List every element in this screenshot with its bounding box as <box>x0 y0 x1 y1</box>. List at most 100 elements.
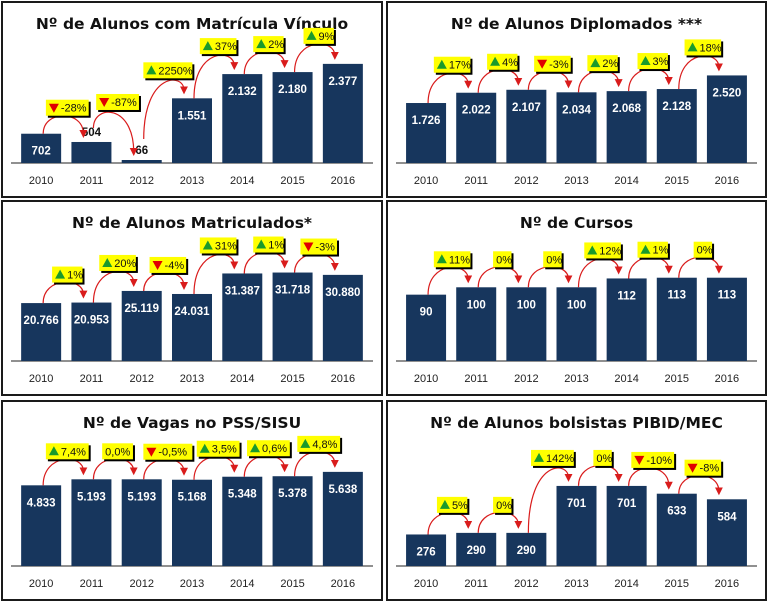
change-arrow <box>477 68 523 93</box>
change-arrow <box>527 70 573 90</box>
change-label: 4,8% <box>312 439 337 451</box>
triangle-up-icon <box>436 254 447 264</box>
change-arrow <box>143 79 188 140</box>
bar-2014 <box>606 91 647 163</box>
bar-2015 <box>272 72 313 163</box>
change-label: 7,4% <box>61 446 86 458</box>
change-arrow <box>477 511 523 533</box>
bar-2012 <box>121 160 162 163</box>
bar-value-label: 2.022 <box>462 105 491 117</box>
change-badge: -0,5% <box>143 443 195 462</box>
bar-value-label: 2.068 <box>612 103 641 115</box>
bar-2011 <box>71 141 112 163</box>
change-label: 2% <box>268 39 284 51</box>
bar-2013 <box>556 287 597 361</box>
chart-panel-pibid: Nº de Alunos bolsistas PIBID/MEC 276 2010 2… <box>386 400 767 601</box>
change-badge: 3% <box>637 53 670 72</box>
chart-svg: Nº de Vagas no PSS/SISU 4.833 2010 5.193 201… <box>11 414 373 590</box>
bar-2013 <box>172 98 212 163</box>
change-label: -8% <box>700 463 720 475</box>
bar-2010 <box>21 303 62 361</box>
chart-title: Nº de Alunos Matriculados* <box>72 214 312 232</box>
change-badge: 37% <box>199 38 239 57</box>
triangle-down-icon <box>537 59 548 69</box>
change-label: 0% <box>697 245 713 257</box>
x-tick-label: 2012 <box>514 578 538 590</box>
chart-title: Nº de Alunos com Matrícula Vínculo <box>36 15 348 33</box>
x-tick-label: 2010 <box>414 578 438 590</box>
chart-svg: Nº de Cursos 90 2010 100 2011 100 2012 100 2013 1… <box>396 214 757 385</box>
bar-2012 <box>506 89 547 163</box>
change-label: 0,0% <box>105 446 130 458</box>
change-badge: 1% <box>637 241 670 260</box>
bar-2014 <box>606 485 647 566</box>
bar-value-label: 31.718 <box>275 285 311 297</box>
change-badge: 3,5% <box>196 440 242 459</box>
bar-value-label: 702 <box>32 146 51 158</box>
change-badge: 7,4% <box>45 443 91 462</box>
triangle-up-icon <box>590 58 601 68</box>
change-arrow <box>243 251 289 274</box>
triangle-up-icon <box>490 56 501 66</box>
change-badge: -87% <box>96 93 141 112</box>
x-tick-label: 2013 <box>564 373 588 385</box>
bar-2014 <box>222 476 263 566</box>
bar-value-label: 2.128 <box>662 101 691 113</box>
x-tick-label: 2011 <box>80 578 104 590</box>
x-tick-label: 2012 <box>129 578 153 590</box>
change-label: 142% <box>546 453 574 465</box>
bar-2016 <box>322 274 363 361</box>
x-tick-label: 2015 <box>665 373 689 385</box>
change-label: 5% <box>452 500 468 512</box>
change-badge: 11% <box>433 251 473 270</box>
bar-2013 <box>172 479 212 566</box>
bar-value-label: 633 <box>667 506 686 518</box>
change-arrow <box>143 458 188 480</box>
change-label: -10% <box>646 455 672 467</box>
change-label: 11% <box>449 254 470 266</box>
bar-value-label: 5.638 <box>328 484 357 496</box>
triangle-up-icon <box>102 257 113 267</box>
change-label: 0% <box>546 254 562 266</box>
bar-value-label: 584 <box>717 511 737 523</box>
bar-value-label: 112 <box>617 290 636 302</box>
change-arrow <box>42 115 88 138</box>
bar-value-label: 90 <box>420 307 433 319</box>
bar-2011 <box>456 92 497 163</box>
triangle-up-icon <box>202 240 213 250</box>
change-label: 20% <box>114 258 136 270</box>
x-tick-label: 2013 <box>564 175 588 187</box>
triangle-up-icon <box>199 443 210 453</box>
change-arrow <box>243 51 289 75</box>
x-tick-label: 2013 <box>564 578 588 590</box>
bar-value-label: 1.726 <box>412 115 441 127</box>
bar-value-label: 2.034 <box>562 104 591 116</box>
triangle-down-icon <box>687 463 698 473</box>
change-label: 0% <box>496 254 512 266</box>
x-tick-label: 2011 <box>80 373 104 385</box>
change-arrow <box>678 256 723 278</box>
bar-value-label: 113 <box>718 290 737 302</box>
change-arrow <box>92 458 138 480</box>
change-badge: 2250% <box>143 62 195 81</box>
change-badge: 2% <box>587 55 620 74</box>
triangle-down-icon <box>303 242 314 252</box>
x-tick-label: 2011 <box>80 175 104 187</box>
triangle-down-icon <box>634 455 645 465</box>
bar-value-label: 25.119 <box>124 303 159 315</box>
change-label: 2% <box>602 58 618 70</box>
bar-value-label: 31.387 <box>225 285 260 297</box>
change-arrow <box>42 281 88 304</box>
x-tick-label: 2010 <box>29 175 53 187</box>
x-tick-label: 2015 <box>665 175 689 187</box>
change-label: 2250% <box>158 65 192 77</box>
x-tick-label: 2012 <box>129 373 153 385</box>
bar-value-label: 290 <box>517 545 536 557</box>
change-badge: 20% <box>99 254 138 273</box>
bar-2010 <box>21 133 62 163</box>
triangle-up-icon <box>439 499 450 509</box>
triangle-up-icon <box>436 59 447 69</box>
bar-value-label: 113 <box>668 290 687 302</box>
bar-value-label: 5.193 <box>127 491 156 503</box>
bar-2013 <box>556 485 597 566</box>
